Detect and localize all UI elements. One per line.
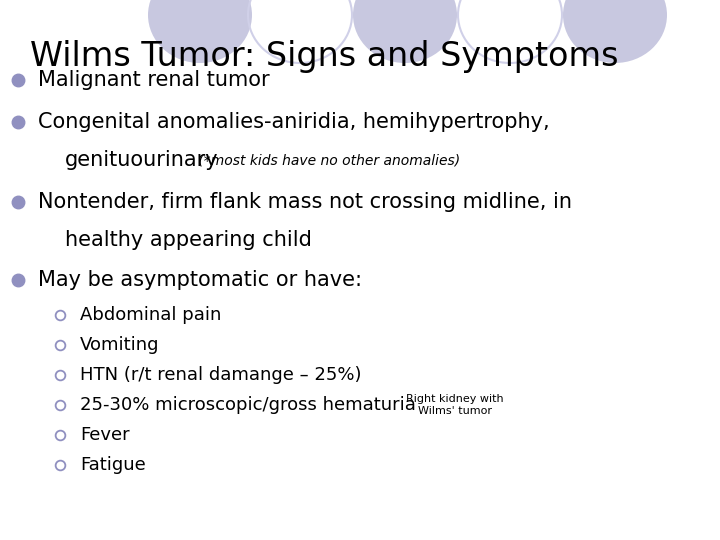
Text: Nontender, firm flank mass not crossing midline, in: Nontender, firm flank mass not crossing …: [38, 192, 572, 212]
Text: Right kidney with
Wilms' tumor: Right kidney with Wilms' tumor: [406, 394, 504, 416]
Text: genituourinary: genituourinary: [65, 150, 219, 170]
Text: Malignant renal tumor: Malignant renal tumor: [38, 70, 269, 90]
Text: Wilms Tumor: Signs and Symptoms: Wilms Tumor: Signs and Symptoms: [30, 40, 618, 73]
Text: Vomiting: Vomiting: [80, 336, 160, 354]
Text: Fatigue: Fatigue: [80, 456, 145, 474]
Text: HTN (r/t renal damange – 25%): HTN (r/t renal damange – 25%): [80, 366, 361, 384]
Text: May be asymptomatic or have:: May be asymptomatic or have:: [38, 270, 362, 290]
Text: healthy appearing child: healthy appearing child: [65, 230, 312, 250]
Text: Abdominal pain: Abdominal pain: [80, 306, 221, 324]
Ellipse shape: [353, 0, 457, 63]
Text: Congenital anomalies-aniridia, hemihypertrophy,: Congenital anomalies-aniridia, hemihyper…: [38, 112, 549, 132]
Text: (*most kids have no other anomalies): (*most kids have no other anomalies): [194, 153, 460, 167]
Text: 25-30% microscopic/gross hematuria: 25-30% microscopic/gross hematuria: [80, 396, 416, 414]
Ellipse shape: [563, 0, 667, 63]
Ellipse shape: [148, 0, 252, 63]
Text: Fever: Fever: [80, 426, 130, 444]
